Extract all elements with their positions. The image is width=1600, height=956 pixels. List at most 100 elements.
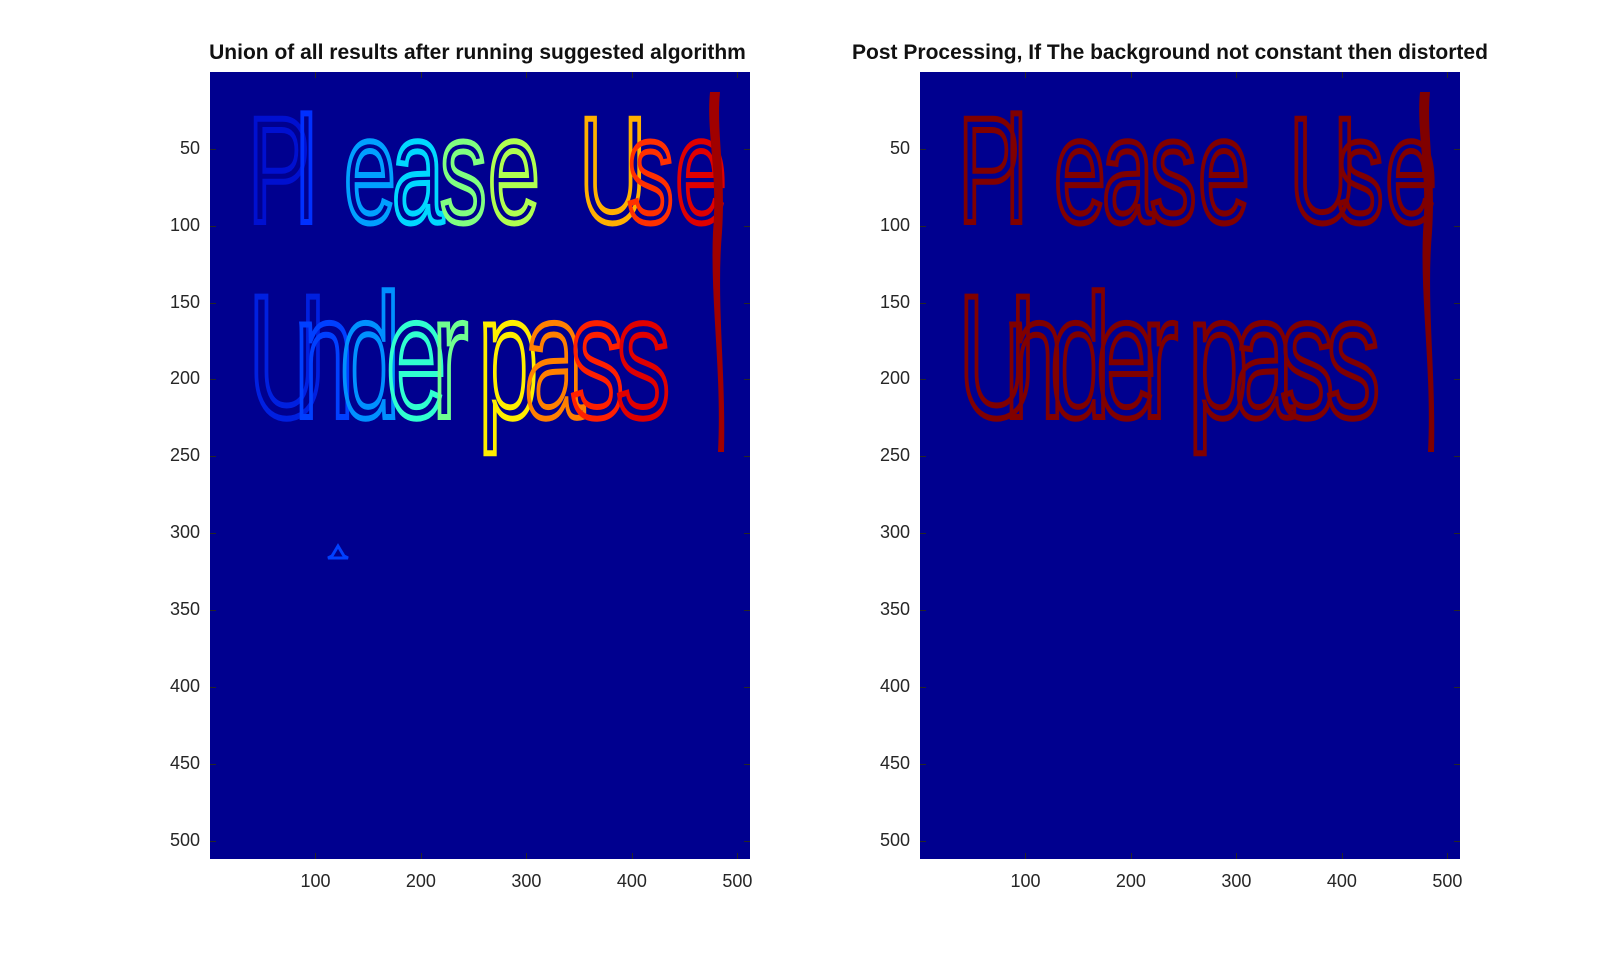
small-artifact-blob <box>327 543 349 560</box>
y-tick-label: 200 <box>169 368 200 389</box>
y-tick-mark <box>210 763 216 765</box>
y-tick-label: 400 <box>169 675 200 696</box>
x-tick-mark <box>1341 853 1343 859</box>
x-tick-mark <box>526 853 528 859</box>
x-tick-mark <box>1447 853 1449 859</box>
y-tick-mark <box>920 148 926 150</box>
segmented-letter: U <box>579 87 646 254</box>
y-tick-mark <box>744 609 750 611</box>
segmented-letter: p <box>1188 258 1248 454</box>
y-tick-mark <box>920 379 926 381</box>
y-tick-mark <box>744 840 750 842</box>
y-tick-mark <box>920 302 926 304</box>
x-tick-label: 400 <box>616 871 647 891</box>
y-tick-mark <box>920 533 926 535</box>
segmented-letter: r <box>1142 258 1178 454</box>
y-tick-label: 250 <box>879 445 910 466</box>
edge-artifact-blob <box>709 92 725 452</box>
y-tick-mark <box>1454 840 1460 842</box>
segmented-letter: a <box>524 258 584 454</box>
x-tick-mark <box>1341 72 1343 78</box>
x-tick-label: 300 <box>1221 871 1252 891</box>
y-tick-mark <box>1454 379 1460 381</box>
y-tick-mark <box>1454 533 1460 535</box>
y-tick-mark <box>210 609 216 611</box>
segmented-letter: a <box>1234 258 1294 454</box>
segmented-letter: n <box>294 258 354 454</box>
x-tick-mark <box>1447 72 1449 78</box>
segmented-letter: s <box>570 258 624 454</box>
y-tick-label: 250 <box>169 445 200 466</box>
segmented-letter: e <box>488 87 540 254</box>
y-tick-label: 50 <box>179 137 200 158</box>
y-tick-label: 300 <box>169 522 200 543</box>
y-tick-label: 450 <box>879 752 910 773</box>
x-tick-mark <box>315 72 317 78</box>
x-tick-mark <box>526 72 528 78</box>
y-tick-label: 350 <box>879 598 910 619</box>
y-tick-label: 50 <box>889 137 910 158</box>
y-tick-label: 200 <box>879 368 910 389</box>
x-tick-label: 200 <box>405 871 436 891</box>
segmented-letter: d <box>1050 258 1110 454</box>
y-tick-mark <box>210 686 216 688</box>
y-tick-label: 300 <box>879 522 910 543</box>
x-tick-mark <box>737 72 739 78</box>
segmented-letter: s <box>1337 87 1383 254</box>
y-tick-label: 150 <box>169 291 200 312</box>
segmented-letter: s <box>440 87 486 254</box>
x-tick-mark <box>737 853 739 859</box>
y-tick-mark <box>744 148 750 150</box>
y-tick-label: 450 <box>169 752 200 773</box>
segmented-letter: p <box>478 258 538 454</box>
segmented-letter: s <box>1280 258 1334 454</box>
x-tick-label: 100 <box>1010 871 1041 891</box>
y-tick-label: 350 <box>169 598 200 619</box>
segmented-letter: e <box>1054 87 1106 254</box>
x-tick-label: 100 <box>300 871 331 891</box>
edge-artifact-blob <box>1419 92 1435 452</box>
segmented-letter: s <box>1326 258 1380 454</box>
x-tick-mark <box>631 72 633 78</box>
segmented-letter: P <box>958 87 1020 254</box>
segmented-letter: d <box>340 258 400 454</box>
x-tick-mark <box>1130 853 1132 859</box>
y-tick-mark <box>920 686 926 688</box>
segmented-letter: U <box>1289 87 1356 254</box>
right-panel-title: Post Processing, If The background not c… <box>852 41 1488 64</box>
y-tick-mark <box>920 225 926 227</box>
x-tick-label: 500 <box>722 871 753 891</box>
x-tick-mark <box>1236 853 1238 859</box>
segmented-letter: l <box>296 87 317 254</box>
y-tick-mark <box>744 456 750 458</box>
y-tick-mark <box>1454 456 1460 458</box>
y-tick-mark <box>744 225 750 227</box>
y-tick-mark <box>1454 302 1460 304</box>
y-tick-mark <box>744 302 750 304</box>
y-tick-label: 150 <box>879 291 910 312</box>
y-tick-mark <box>1454 686 1460 688</box>
segmented-letter: s <box>1150 87 1196 254</box>
y-tick-label: 400 <box>879 675 910 696</box>
y-tick-mark <box>744 533 750 535</box>
segmented-letter: a <box>392 87 444 254</box>
y-tick-mark <box>920 763 926 765</box>
x-tick-mark <box>1025 853 1027 859</box>
y-tick-mark <box>920 456 926 458</box>
segmented-letter: e <box>386 258 446 454</box>
segmented-letter: e <box>1198 87 1250 254</box>
left-panel-title: Union of all results after running sugge… <box>209 41 746 64</box>
y-tick-mark <box>210 456 216 458</box>
y-tick-mark <box>210 533 216 535</box>
y-tick-mark <box>744 763 750 765</box>
x-tick-label: 500 <box>1432 871 1463 891</box>
y-tick-mark <box>744 686 750 688</box>
y-tick-mark <box>1454 609 1460 611</box>
y-tick-label: 500 <box>879 829 910 850</box>
y-tick-mark <box>1454 148 1460 150</box>
x-tick-label: 300 <box>511 871 542 891</box>
y-tick-mark <box>1454 225 1460 227</box>
